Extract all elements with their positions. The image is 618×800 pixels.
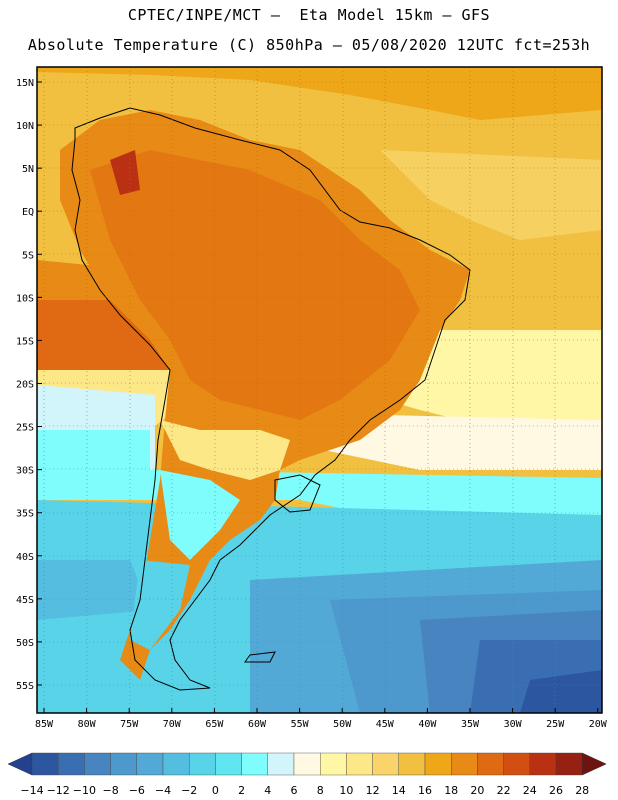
colorbar-label: −10	[73, 784, 96, 797]
lon-label: 25W	[546, 719, 565, 730]
colorbar-swatch	[293, 752, 321, 776]
colorbar-label: 14	[392, 784, 406, 797]
colorbar-max-arrow	[581, 752, 607, 776]
colorbar-swatch	[84, 752, 111, 776]
lat-label: 10N	[16, 121, 34, 132]
lat-label: 10S	[16, 293, 34, 304]
lat-label: 5N	[22, 164, 34, 175]
lon-label: 60W	[248, 719, 267, 730]
lon-label: 50W	[333, 719, 352, 730]
temperature-field	[37, 67, 602, 713]
lat-label: 25S	[16, 423, 34, 434]
colorbar-swatch	[58, 752, 85, 776]
lon-label: 65W	[205, 719, 224, 730]
chart-title: CPTEC/INPE/MCT – Eta Model 15km – GFS	[127, 6, 491, 24]
colorbar-swatch	[451, 752, 478, 776]
colorbar-swatch	[398, 752, 426, 776]
lat-label: 20S	[16, 379, 34, 390]
colorbar-label: 28	[575, 784, 589, 797]
colorbar-swatch	[503, 752, 531, 776]
colorbar-swatch	[267, 752, 295, 776]
colorbar-label: 0	[212, 784, 219, 797]
colorbar-label: 22	[497, 784, 511, 797]
colorbar-label: 8	[317, 784, 324, 797]
colorbar-swatch	[31, 752, 59, 776]
temperature-map: 15N 10N 5N EQ 5S 10S 15S 20S 25S 30S 35S 40S 45S 50S 5…	[16, 66, 608, 730]
lat-label: 45S	[16, 595, 34, 606]
lat-label: 40S	[16, 552, 34, 563]
colorbar-label: −8	[102, 784, 118, 797]
colorbar-label: 26	[549, 784, 563, 797]
lon-label: 30W	[504, 719, 523, 730]
colorbar-label: 2	[238, 784, 245, 797]
lon-label: 70W	[163, 719, 182, 730]
colorbar-swatch	[162, 752, 190, 776]
colorbar-swatch	[555, 752, 583, 776]
lat-label: EQ	[22, 207, 34, 218]
lon-label: 75W	[120, 719, 139, 730]
lat-label: 50S	[16, 638, 34, 649]
colorbar-min-arrow	[7, 752, 33, 776]
longitude-labels: 85W 80W 75W 70W 65W 60W 55W 50W 45W 40W 35W 30W 25W 2…	[35, 708, 608, 730]
colorbar-label: −12	[47, 784, 70, 797]
lon-label: 35W	[461, 719, 480, 730]
lon-label: 80W	[78, 719, 97, 730]
lat-label: 15N	[16, 78, 34, 89]
lon-label: 40W	[418, 719, 437, 730]
colorbar-swatch	[215, 752, 242, 776]
colorbar-label: −14	[20, 784, 43, 797]
lat-label: 55S	[16, 681, 34, 692]
colorbar-swatch	[110, 752, 137, 776]
lon-label: 45W	[376, 719, 395, 730]
lat-label: 30S	[16, 466, 34, 477]
colorbar-swatch	[136, 752, 164, 776]
colorbar-swatch	[320, 752, 347, 776]
colorbar: −14 −12 −10 −8 −6 −4 −2 0 2 4 6 8 10 12 14 16 18 20 22 24 26…	[7, 752, 607, 797]
colorbar-swatch	[424, 752, 452, 776]
lon-label: 20W	[589, 719, 608, 730]
latitude-labels: 15N 10N 5N EQ 5S 10S 15S 20S 25S 30S 35S 40S 45S 50S 5…	[16, 78, 42, 692]
lon-label: 55W	[291, 719, 310, 730]
colorbar-swatch	[477, 752, 504, 776]
chart-subtitle: Absolute Temperature (C) 850hPa – 05/08/…	[27, 36, 591, 54]
colorbar-swatch	[346, 752, 373, 776]
colorbar-swatch	[241, 752, 269, 776]
colorbar-label: 10	[339, 784, 353, 797]
colorbar-swatch	[372, 752, 400, 776]
lat-label: 35S	[16, 509, 34, 520]
lon-label: 85W	[35, 719, 54, 730]
lat-label: 15S	[16, 336, 34, 347]
lat-label: 5S	[22, 250, 34, 261]
colorbar-label: 24	[523, 784, 537, 797]
colorbar-swatch	[529, 752, 557, 776]
colorbar-swatch	[188, 752, 216, 776]
colorbar-label: −6	[129, 784, 145, 797]
colorbar-label: −2	[181, 784, 197, 797]
colorbar-label: 6	[291, 784, 298, 797]
colorbar-label: −4	[155, 784, 171, 797]
colorbar-label: 16	[418, 784, 432, 797]
colorbar-label: 20	[470, 784, 484, 797]
colorbar-label: 12	[366, 784, 380, 797]
colorbar-label: 18	[444, 784, 458, 797]
colorbar-label: 4	[264, 784, 271, 797]
map-frame	[36, 66, 603, 714]
